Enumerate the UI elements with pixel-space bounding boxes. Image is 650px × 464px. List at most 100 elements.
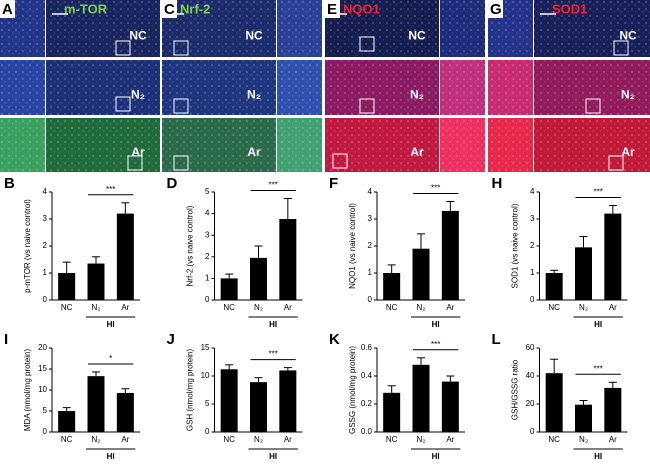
y-tick-label: 15 [201, 343, 210, 352]
zoom-box [613, 40, 629, 56]
y-tick-label: 5 [205, 187, 210, 196]
x-tick-label: Ar [284, 303, 292, 312]
zoom-texture [277, 60, 322, 115]
zoom-box [173, 40, 189, 56]
zoom-texture [440, 60, 485, 115]
row-label: NC [129, 29, 147, 43]
significance: *** [268, 350, 277, 359]
y-axis-label: Nrf-2 (vs naive control) [186, 205, 195, 286]
y-tick-label: 3 [43, 214, 48, 223]
y-tick-label: 1 [43, 268, 48, 277]
y-tick-label: 60 [526, 343, 535, 352]
bar [575, 404, 592, 432]
bar [250, 382, 267, 432]
panel-letter: H [492, 175, 503, 192]
y-tick-label: 0 [530, 295, 535, 304]
main-texture [325, 60, 439, 115]
significance: * [109, 354, 112, 363]
y-tick-label: 5 [43, 406, 48, 415]
significance: *** [593, 364, 602, 373]
stain-name: SOD1 [552, 1, 587, 16]
x-tick-label: Ar [284, 435, 292, 444]
zoom-box [608, 155, 624, 171]
panel-letter: I [4, 331, 8, 348]
x-tick-label: NC [61, 435, 73, 444]
main-texture [162, 118, 276, 172]
x-tick-label: N₂ [92, 435, 101, 444]
y-axis-label: MDA (nmol/mg protein) [23, 349, 32, 432]
y-tick-label: 1 [530, 268, 535, 277]
bar [383, 273, 401, 300]
y-tick-label: 0.6 [361, 343, 373, 352]
x-tick-label: N₂ [579, 435, 588, 444]
y-tick-label: 15 [38, 364, 47, 373]
x-tick-label: NC [548, 435, 560, 444]
group-label: HI [107, 320, 115, 329]
panel-letter: E [327, 1, 337, 18]
y-tick-label: 2 [530, 241, 535, 250]
x-tick-label: NC [386, 303, 398, 312]
x-tick-label: NC [223, 303, 235, 312]
bar [220, 369, 238, 432]
bar [116, 213, 134, 300]
y-tick-label: 0 [43, 295, 48, 304]
y-tick-label: 4 [530, 187, 535, 196]
significance: *** [431, 184, 440, 193]
y-tick-label: 3 [368, 214, 373, 223]
panel-letter: K [329, 331, 340, 348]
x-tick-label: N₂ [254, 435, 263, 444]
significance: *** [431, 340, 440, 349]
y-tick-label: 5 [205, 399, 210, 408]
y-axis-label: SOD1 (vs naive control) [511, 203, 520, 288]
y-tick-label: 10 [201, 371, 210, 380]
bar [116, 392, 134, 432]
y-tick-label: 1 [205, 274, 210, 283]
zoom-texture [277, 0, 322, 57]
row-label: Ar [247, 145, 261, 159]
zoom-texture [440, 118, 485, 172]
group-label: HI [432, 320, 440, 329]
bar [545, 373, 563, 432]
row-label: NC [619, 29, 637, 43]
significance: *** [268, 181, 277, 190]
y-axis-label: p-mTOR (vs naive control) [23, 199, 32, 293]
zoom-box [115, 40, 131, 56]
y-tick-label: 10 [38, 385, 47, 394]
y-tick-label: 2 [43, 241, 48, 250]
bar [545, 273, 563, 300]
bar [604, 213, 622, 300]
bar [412, 248, 430, 300]
zoom-texture [488, 60, 533, 115]
x-tick-label: Ar [121, 303, 129, 312]
letter-backdrop [0, 0, 15, 18]
row-label: NC [245, 29, 263, 43]
main-texture [46, 0, 160, 57]
row-label: N₂ [131, 88, 145, 102]
bar [575, 247, 592, 300]
bar [412, 364, 430, 432]
bar [58, 411, 76, 432]
bar [250, 257, 267, 300]
zoom-box [173, 155, 189, 171]
zoom-box [115, 96, 131, 112]
row-label: NC [408, 29, 426, 43]
y-tick-label: 4 [368, 187, 373, 196]
significance: *** [593, 188, 602, 197]
y-tick-label: 4 [205, 209, 210, 218]
row-label: N₂ [247, 88, 261, 102]
bar [441, 210, 459, 300]
y-tick-label: 0 [205, 427, 210, 436]
y-axis-label: NQO1 (vs naive control) [348, 203, 357, 289]
bar [87, 263, 105, 300]
letter-backdrop [488, 0, 503, 18]
row-label: N₂ [621, 88, 635, 102]
y-tick-label: 4 [43, 187, 48, 196]
zoom-box [585, 98, 601, 114]
group-label: HI [107, 452, 115, 461]
bar [58, 273, 76, 300]
zoom-texture [0, 118, 45, 172]
zoom-box [359, 36, 375, 52]
stain-name: Nrf-2 [180, 1, 210, 16]
x-tick-label: NC [61, 303, 73, 312]
